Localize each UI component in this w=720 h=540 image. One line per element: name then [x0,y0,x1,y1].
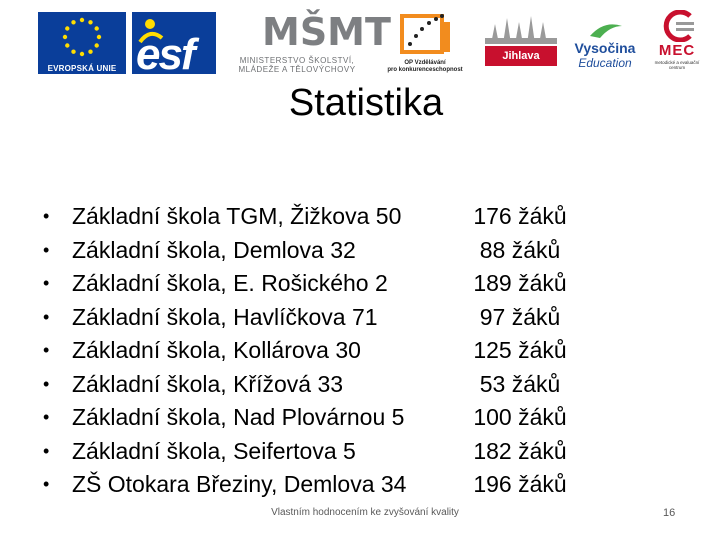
pupil-count: 176 žáků [473,203,567,229]
jihlava-skyline-icon [485,16,557,44]
bullet: • [43,474,50,494]
vysocina-logo: Vysočina Education [566,18,644,70]
pupil-count: 189 žáků [473,270,567,296]
pupil-count: 53 žáků [479,370,561,397]
pupil-count: 88 žáků [479,236,561,263]
bullet: • [43,373,50,394]
bullet: • [43,273,50,293]
list-item: • Základní škola TGM, Žižkova 50 176 žák… [0,200,720,234]
bullet: • [43,407,50,427]
list-item: • Základní škola, Havlíčkova 71 97 žáků [0,301,720,335]
mec-title: MEC [658,42,696,59]
list-item: • ZŠ Otokara Březiny, Demlova 34 196 žák… [0,468,720,502]
esf-figure-icon [138,19,164,44]
op-logo: OP Vzdělávání pro konkurenceschopnost [380,8,470,76]
school-name: Základní škola TGM, Žižkova 50 [72,203,402,229]
eu-flag-logo: EVROPSKÁ UNIE [38,12,126,74]
op-line1: OP Vzdělávání [404,60,446,66]
vysocina-subtitle: Education [578,56,632,70]
vysocina-swoosh-icon [590,24,622,38]
jihlava-logo: Jihlava [481,0,561,72]
ministry-line2: MLÁDEŽE A TĚLOVÝCHOVY [238,65,356,74]
pupil-count: 97 žáků [479,303,561,330]
school-name: Základní škola, Kollárova 30 [72,337,361,363]
school-name: Základní škola, Havlíčkova 71 [72,303,378,330]
ministry-line1: MINISTERSTVO ŠKOLSTVÍ, [239,56,355,65]
eu-stars-icon [62,17,102,57]
ministry-mark: MŠMT [262,10,391,54]
school-name: Základní škola, E. Rošického 2 [72,270,388,296]
pupil-count: 196 žáků [473,471,567,497]
list-item: • Základní škola, E. Rošického 2 189 žák… [0,267,720,301]
mec-logo: MEC metodické a evaluační centrum [646,10,708,74]
pupil-count: 125 žáků [473,337,567,363]
school-name: Základní škola, Seifertova 5 [72,437,356,464]
school-name: Základní škola, Křížová 33 [72,370,344,397]
school-name: Základní škola, Nad Plovárnou 5 [72,404,405,430]
slide-title: Statistika [288,82,444,124]
bullet: • [43,340,50,360]
list-item: • Základní škola, Seifertova 5 182 žáků [0,435,720,469]
school-name: Základní škola, Demlova 32 [72,236,356,263]
school-name: ZŠ Otokara Březiny, Demlova 34 [72,471,407,497]
vysocina-title: Vysočina [574,40,636,56]
esf-logo: esf [132,12,216,74]
op-emblem-icon [400,14,450,54]
op-line2: pro konkurenceschopnost [387,67,463,73]
ministry-logo: MŠMT MINISTERSTVO ŠKOLSTVÍ, MLÁDEŽE A TĚ… [222,8,391,76]
logo-bar: EVROPSKÁ UNIE esf MŠMT MINISTERSTVO ŠKOL… [0,0,720,80]
bullet: • [43,239,50,260]
eu-caption: EVROPSKÁ UNIE [47,64,117,73]
jihlava-label: Jihlava [485,46,557,66]
page-number: 16 [663,507,676,519]
list-item: • Základní škola, Demlova 32 88 žáků [0,234,720,268]
list-item: • Základní škola, Křížová 33 53 žáků [0,368,720,402]
bullet: • [43,440,50,461]
bullet: • [43,306,50,327]
pupil-count: 182 žáků [473,437,567,464]
list-item: • Základní škola, Kollárova 30 125 žáků [0,334,720,368]
list-item: • Základní škola, Nad Plovárnou 5 100 žá… [0,401,720,435]
bullet: • [43,206,50,226]
esf-text: esf [136,30,196,74]
slide-footer: Vlastním hodnocením ke zvyšování kvality [271,507,459,518]
school-list: • Základní škola TGM, Žižkova 50 176 žák… [0,200,720,502]
mec-emblem-icon [663,10,694,42]
pupil-count: 100 žáků [473,404,567,430]
mec-subtitle: metodické a evaluační centrum [654,60,700,70]
